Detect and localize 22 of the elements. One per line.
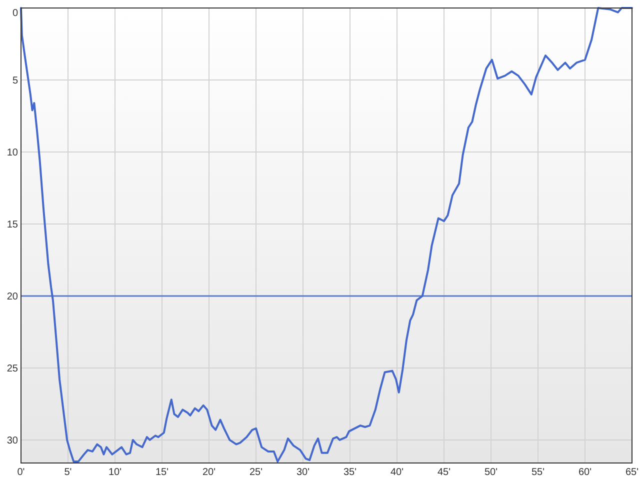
x-tick-label: 60' (578, 467, 592, 478)
y-tick-label: 5 (12, 75, 18, 86)
x-tick-label: 0' (17, 467, 25, 478)
x-tick-label: 25' (249, 467, 263, 478)
y-tick-label: 15 (6, 219, 18, 230)
x-tick-label: 30' (296, 467, 310, 478)
y-tick-label: 10 (6, 147, 18, 158)
line-series (20, 7, 633, 463)
y-tick-label: 0 (12, 8, 18, 19)
x-tick-label: 10' (108, 467, 122, 478)
x-tick-label: 5' (64, 467, 72, 478)
x-tick-label: 40' (390, 467, 404, 478)
x-tick-label: 35' (343, 467, 357, 478)
x-tick-label: 45' (437, 467, 451, 478)
x-tick-label: 55' (531, 467, 545, 478)
y-tick-label: 20 (6, 291, 18, 302)
x-tick-label: 65' (625, 467, 639, 478)
x-tick-label: 20' (202, 467, 216, 478)
x-tick-label: 50' (484, 467, 498, 478)
y-tick-label: 30 (6, 435, 18, 446)
x-tick-label: 15' (155, 467, 169, 478)
y-tick-label: 25 (6, 363, 18, 374)
